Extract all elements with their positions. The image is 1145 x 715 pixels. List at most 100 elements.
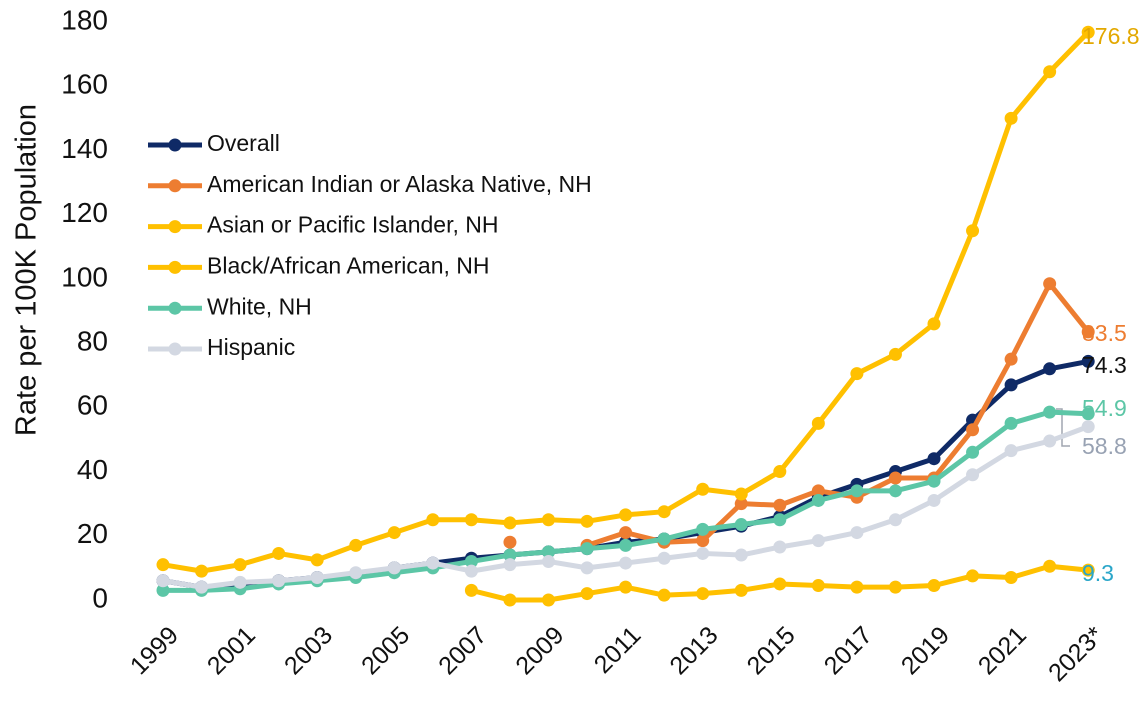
data-point [657,505,671,519]
data-point [503,516,517,530]
data-point [387,526,401,540]
data-point [773,540,787,554]
data-point [1004,571,1018,585]
data-point [1043,362,1057,376]
end-label: 58.8 [1082,433,1127,459]
data-point [310,553,324,567]
data-point [773,513,787,527]
data-point [542,545,555,559]
data-point [1081,354,1095,368]
data-point [1004,111,1018,125]
x-tick-label: 2005 [356,621,415,680]
x-tick-label: 2015 [742,621,801,680]
legend-marker [168,260,182,274]
data-point [927,317,941,331]
data-point [195,580,209,594]
data-point [1081,563,1095,577]
y-tick-label: 140 [61,133,108,164]
y-tick-label: 40 [77,454,108,485]
legend-label: Black/African American, NH [207,252,489,278]
data-point [619,556,633,570]
data-point [811,416,825,430]
data-point [850,580,864,594]
data-point [619,526,633,540]
data-point [1043,559,1057,573]
data-point [811,534,825,548]
data-point [811,493,825,507]
data-point [349,566,363,580]
legend-label: Asian or Pacific Islander, NH [207,212,498,238]
y-tick-label: 60 [77,390,108,421]
end-label: 74.3 [1082,352,1127,378]
y-tick-label: 100 [61,261,108,292]
legend-marker [168,138,182,152]
data-point [850,484,864,498]
x-tick-label: 2019 [896,621,955,680]
data-point [811,484,825,498]
x-tick-label: 2021 [973,621,1032,680]
y-tick-label: 0 [92,582,108,613]
y-tick-label: 20 [77,518,108,549]
data-point [927,579,941,593]
x-tick-label: 2011 [589,621,647,679]
end-label: 9.3 [1082,560,1114,586]
legend-marker [168,220,182,234]
data-point [580,514,594,528]
legend-marker [168,301,182,315]
data-point [272,546,286,560]
data-point [1081,325,1095,339]
data-point [1081,407,1095,421]
data-point [734,583,748,597]
data-point [773,465,787,479]
data-point [464,554,478,568]
data-point [850,367,864,381]
y-axis-label: Rate per 100K Population [11,104,43,436]
data-point [464,583,478,597]
legend-label: Overall [207,130,280,156]
data-point [1081,420,1095,434]
x-tick-label: 1999 [125,621,184,680]
x-tick-label: 2001 [202,621,261,680]
data-point [349,538,363,552]
x-tick-label: 2023* [1043,621,1109,687]
data-point [1004,444,1018,458]
data-point [1043,65,1057,79]
legend-marker [168,179,182,193]
data-point [1081,25,1095,39]
end-label: 83.5 [1082,320,1127,346]
x-tick-label: 2007 [433,621,492,680]
data-point [966,224,980,238]
data-point [966,468,980,482]
legend-label: American Indian or Alaska Native, NH [207,171,592,197]
data-point [1043,277,1057,291]
legend-label: White, NH [207,293,312,319]
data-point [696,522,710,536]
data-point [580,542,594,556]
data-point [542,554,555,568]
data-point [310,571,324,585]
data-point [888,513,902,527]
data-point [696,534,710,548]
data-point [503,548,517,562]
data-point [387,561,401,575]
data-point [888,347,902,361]
x-tick-label: 2009 [510,621,569,680]
data-point [734,548,748,562]
x-tick-label: 2003 [279,621,338,680]
data-point [696,587,710,601]
end-label: 176.8 [1082,23,1140,49]
data-point [156,574,170,588]
data-point [734,518,748,532]
data-point [426,556,440,570]
data-point [811,579,825,593]
data-point [464,513,478,527]
data-point [1043,405,1057,419]
data-point [580,561,594,575]
data-point [619,508,633,522]
data-point [503,593,517,607]
y-tick-label: 80 [77,326,108,357]
data-point [927,474,941,488]
data-point [888,580,902,594]
data-point [233,558,247,572]
